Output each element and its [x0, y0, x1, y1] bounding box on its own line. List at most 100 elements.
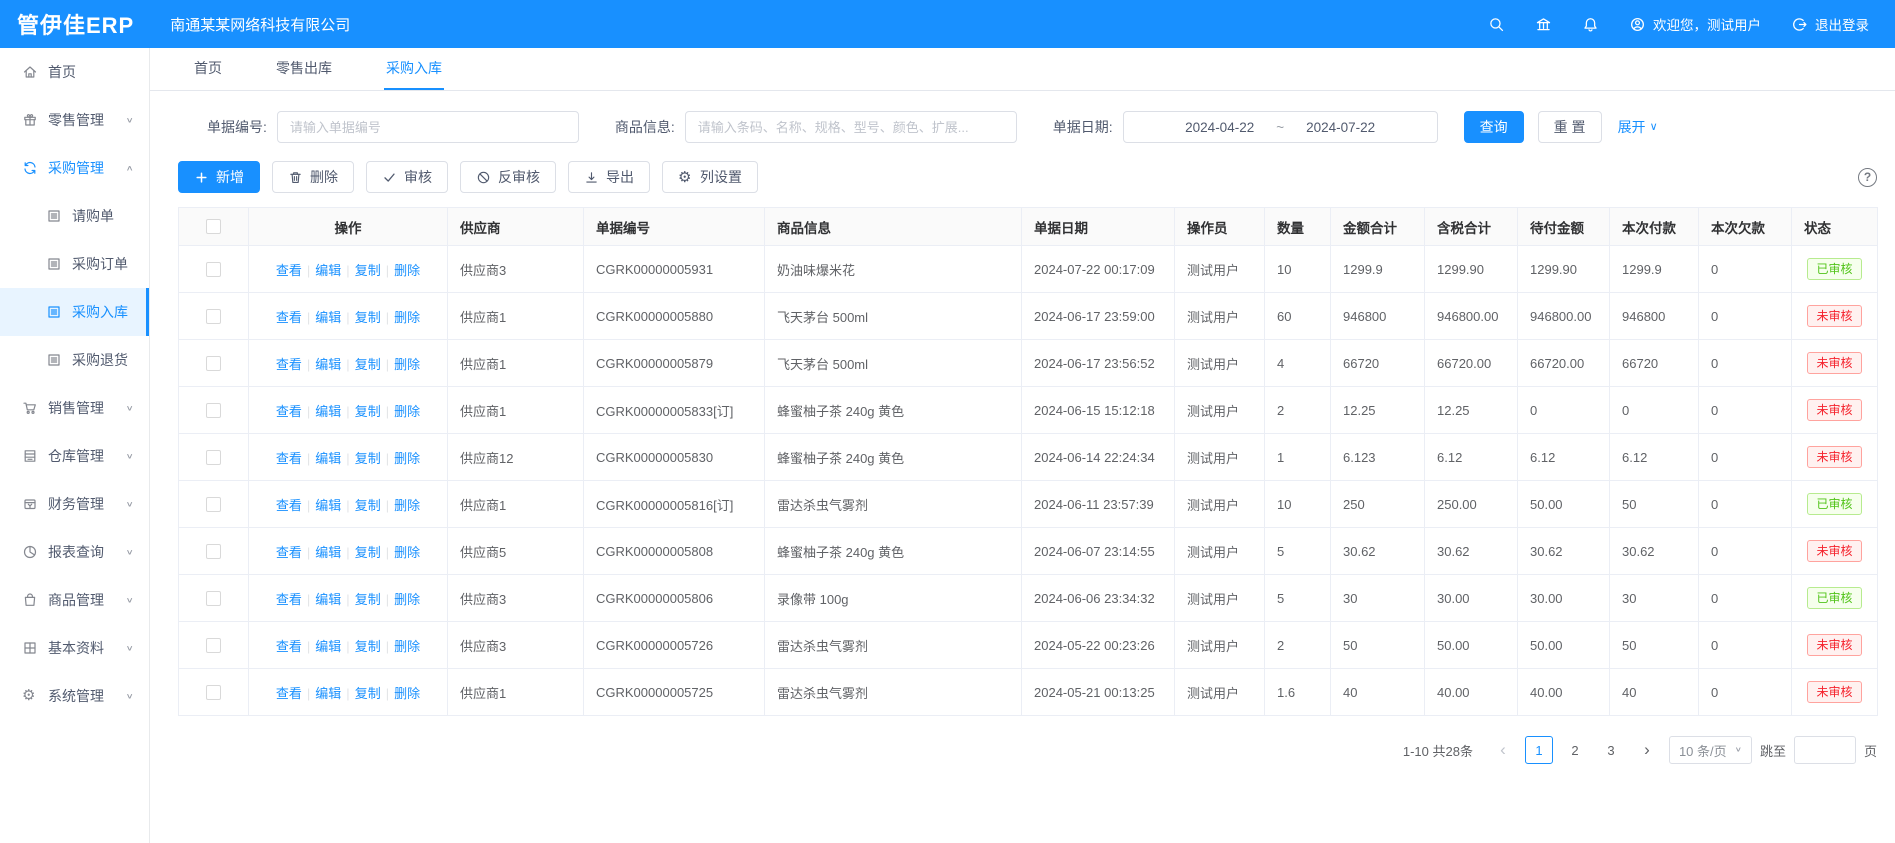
delete-link[interactable]: 删除	[394, 685, 421, 701]
sidebar-item-purchase-mgmt[interactable]: 采购管理 ∧	[0, 144, 149, 192]
sidebar-item-label: 零售管理	[48, 112, 104, 128]
edit-link[interactable]: 编辑	[315, 262, 342, 278]
edit-link[interactable]: 编辑	[315, 685, 342, 701]
sidebar-item-purchase-order[interactable]: 采购订单	[0, 240, 149, 288]
row-checkbox[interactable]	[206, 685, 221, 701]
prev-page-button[interactable]: ‹	[1500, 740, 1506, 759]
row-checkbox[interactable]	[206, 591, 221, 607]
page-button[interactable]: 2	[1571, 742, 1579, 758]
date-from-value[interactable]: 2024-04-22	[1185, 119, 1255, 135]
copy-link[interactable]: 复制	[354, 685, 381, 701]
edit-link[interactable]: 编辑	[315, 403, 342, 419]
row-checkbox[interactable]	[206, 262, 221, 278]
logout-button[interactable]: 退出登录	[1791, 14, 1869, 34]
copy-link[interactable]: 复制	[354, 638, 381, 654]
product-info-input[interactable]	[684, 111, 1017, 143]
view-link[interactable]: 查看	[275, 497, 302, 513]
order-no-input[interactable]	[276, 111, 579, 143]
sidebar-item-basic-data[interactable]: 基本资料 ∨	[0, 624, 149, 672]
copy-link[interactable]: 复制	[354, 356, 381, 372]
copy-link[interactable]: 复制	[354, 544, 381, 560]
copy-link[interactable]: 复制	[354, 450, 381, 466]
row-checkbox[interactable]	[206, 638, 221, 654]
sidebar-item-home[interactable]: 首页	[0, 48, 149, 96]
delete-link[interactable]: 删除	[394, 403, 421, 419]
edit-link[interactable]: 编辑	[315, 638, 342, 654]
help-icon[interactable]: ?	[1858, 167, 1877, 187]
copy-link[interactable]: 复制	[354, 403, 381, 419]
date-range-picker[interactable]: 2024-04-22 ~ 2024-07-22	[1122, 111, 1438, 143]
bell-icon[interactable]	[1582, 16, 1599, 33]
page-button[interactable]: 1	[1524, 736, 1553, 764]
delete-link[interactable]: 删除	[394, 262, 421, 278]
expand-link[interactable]: 展开 ∨	[1617, 119, 1658, 135]
search-button[interactable]: 查询	[1463, 111, 1524, 143]
row-checkbox[interactable]	[206, 544, 221, 560]
page-button[interactable]: 3	[1607, 742, 1615, 758]
edit-link[interactable]: 编辑	[315, 544, 342, 560]
view-link[interactable]: 查看	[275, 591, 302, 607]
row-checkbox[interactable]	[206, 450, 221, 466]
audit-button[interactable]: 审核	[366, 161, 448, 193]
delete-link[interactable]: 删除	[394, 356, 421, 372]
sidebar-item-system-mgmt[interactable]: ⚙ 系统管理 ∨	[0, 672, 149, 720]
view-link[interactable]: 查看	[275, 544, 302, 560]
unaudit-button[interactable]: 反审核	[460, 161, 556, 193]
edit-link[interactable]: 编辑	[315, 497, 342, 513]
sidebar-item-warehouse-mgmt[interactable]: 仓库管理 ∨	[0, 432, 149, 480]
jump-page-input[interactable]	[1793, 736, 1856, 764]
delete-link[interactable]: 删除	[394, 591, 421, 607]
view-link[interactable]: 查看	[275, 450, 302, 466]
copy-link[interactable]: 复制	[354, 309, 381, 325]
view-link[interactable]: 查看	[275, 309, 302, 325]
sidebar-item-report-query[interactable]: 报表查询 ∨	[0, 528, 149, 576]
copy-link[interactable]: 复制	[354, 497, 381, 513]
reset-button[interactable]: 重 置	[1537, 111, 1602, 143]
delete-link[interactable]: 删除	[394, 309, 421, 325]
bank-icon[interactable]	[1535, 16, 1552, 33]
tab-purchase-inbound[interactable]: 采购入库	[384, 48, 444, 90]
sidebar-item-finance-mgmt[interactable]: 财务管理 ∨	[0, 480, 149, 528]
sidebar-item-goods-mgmt[interactable]: 商品管理 ∨	[0, 576, 149, 624]
delete-link[interactable]: 删除	[394, 544, 421, 560]
action-separator: |	[306, 403, 311, 419]
row-checkbox[interactable]	[206, 403, 221, 419]
sidebar-item-purchase-return[interactable]: 采购退货	[0, 336, 149, 384]
cell-amount: 66720	[1330, 339, 1425, 387]
view-link[interactable]: 查看	[275, 638, 302, 654]
cell-qty: 5	[1264, 527, 1331, 575]
search-icon[interactable]	[1488, 16, 1505, 33]
cell-debt: 0	[1698, 574, 1792, 622]
delete-link[interactable]: 删除	[394, 497, 421, 513]
date-to-value[interactable]: 2024-07-22	[1306, 119, 1376, 135]
edit-link[interactable]: 编辑	[315, 591, 342, 607]
view-link[interactable]: 查看	[275, 685, 302, 701]
export-button[interactable]: 导出	[568, 161, 650, 193]
tab-home[interactable]: 首页	[194, 60, 222, 76]
sidebar-item-retail-mgmt[interactable]: 零售管理 ∨	[0, 96, 149, 144]
delete-link[interactable]: 删除	[394, 638, 421, 654]
sidebar-item-sales-mgmt[interactable]: 销售管理 ∨	[0, 384, 149, 432]
copy-link[interactable]: 复制	[354, 591, 381, 607]
sidebar-item-purchase-request[interactable]: 请购单	[0, 192, 149, 240]
add-button[interactable]: 新增	[178, 161, 260, 193]
delete-link[interactable]: 删除	[394, 450, 421, 466]
view-link[interactable]: 查看	[275, 262, 302, 278]
edit-link[interactable]: 编辑	[315, 356, 342, 372]
tab-retail-outbound[interactable]: 零售出库	[276, 60, 332, 76]
sidebar-item-purchase-inbound[interactable]: 采购入库	[0, 288, 149, 336]
edit-link[interactable]: 编辑	[315, 309, 342, 325]
row-checkbox[interactable]	[206, 309, 221, 325]
copy-link[interactable]: 复制	[354, 262, 381, 278]
welcome-user[interactable]: 欢迎您，测试用户	[1629, 14, 1761, 34]
view-link[interactable]: 查看	[275, 403, 302, 419]
row-checkbox[interactable]	[206, 356, 221, 372]
select-all-checkbox[interactable]	[206, 219, 221, 235]
view-link[interactable]: 查看	[275, 356, 302, 372]
delete-button[interactable]: 删除	[272, 161, 354, 193]
next-page-button[interactable]: ›	[1644, 740, 1650, 759]
edit-link[interactable]: 编辑	[315, 450, 342, 466]
page-size-select[interactable]: 10 条/页 ∨	[1668, 736, 1752, 764]
row-checkbox[interactable]	[206, 497, 221, 513]
column-settings-button[interactable]: ⚙ 列设置	[662, 161, 758, 193]
